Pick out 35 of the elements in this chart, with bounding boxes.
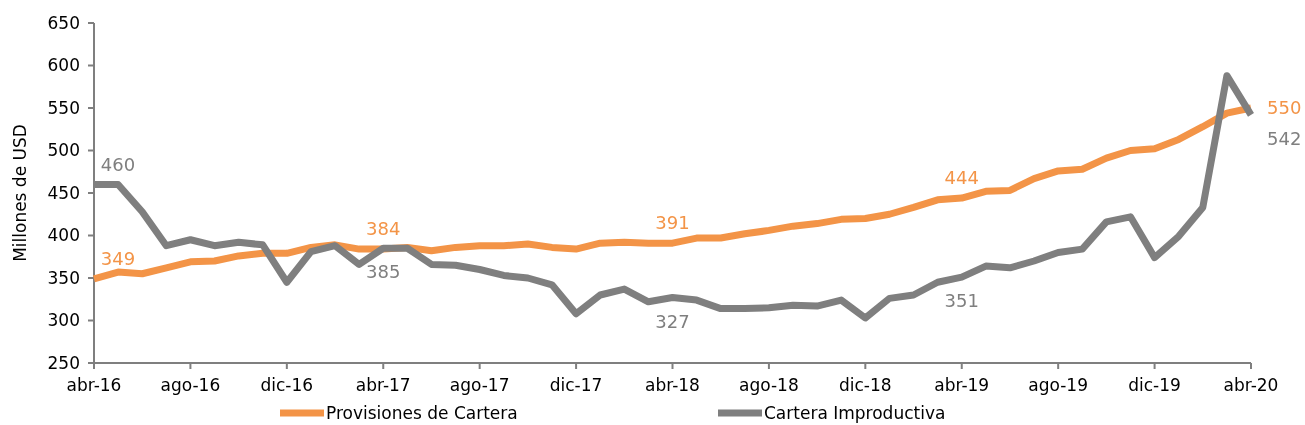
y-tick-label: 550: [47, 97, 80, 118]
x-tick-label: ago-19: [1028, 375, 1089, 395]
y-tick-label: 250: [47, 352, 80, 373]
y-tick-label: 350: [47, 267, 80, 288]
data-label: 391: [655, 212, 690, 234]
x-tick-label: abr-17: [355, 375, 411, 395]
data-label: 385: [366, 261, 401, 283]
data-label: 542: [1267, 128, 1302, 150]
y-tick-label: 400: [47, 225, 80, 246]
y-tick-label: 500: [47, 140, 80, 161]
x-tick-label: abr-16: [66, 375, 122, 395]
data-label: 327: [655, 310, 690, 332]
y-tick-label: 300: [47, 310, 80, 331]
y-tick-label: 600: [47, 55, 80, 76]
y-tick-label: 650: [47, 12, 80, 33]
x-tick-label: dic-19: [1128, 375, 1181, 395]
data-label: 550: [1267, 97, 1302, 119]
data-label: 351: [944, 290, 979, 312]
x-tick-label: dic-18: [839, 375, 892, 395]
data-label: 460: [100, 153, 136, 175]
x-tick-label: abr-18: [645, 375, 700, 395]
data-label: 384: [366, 218, 401, 240]
y-tick-label: 450: [47, 182, 80, 203]
x-tick-label: ago-16: [160, 375, 221, 395]
x-tick-label: ago-17: [449, 375, 510, 395]
x-tick-label: ago-18: [739, 375, 799, 395]
x-tick-label: dic-16: [260, 375, 314, 395]
legend-label: Provisiones de Cartera: [326, 402, 518, 423]
data-label: 349: [100, 247, 136, 269]
data-label: 444: [944, 167, 979, 189]
y-axis-title: Millones de USD: [10, 124, 30, 262]
x-tick-label: abr-19: [934, 375, 990, 395]
x-tick-label: dic-17: [549, 375, 603, 395]
x-tick-label: abr-20: [1223, 375, 1279, 395]
legend-label: Cartera Improductiva: [764, 402, 946, 423]
